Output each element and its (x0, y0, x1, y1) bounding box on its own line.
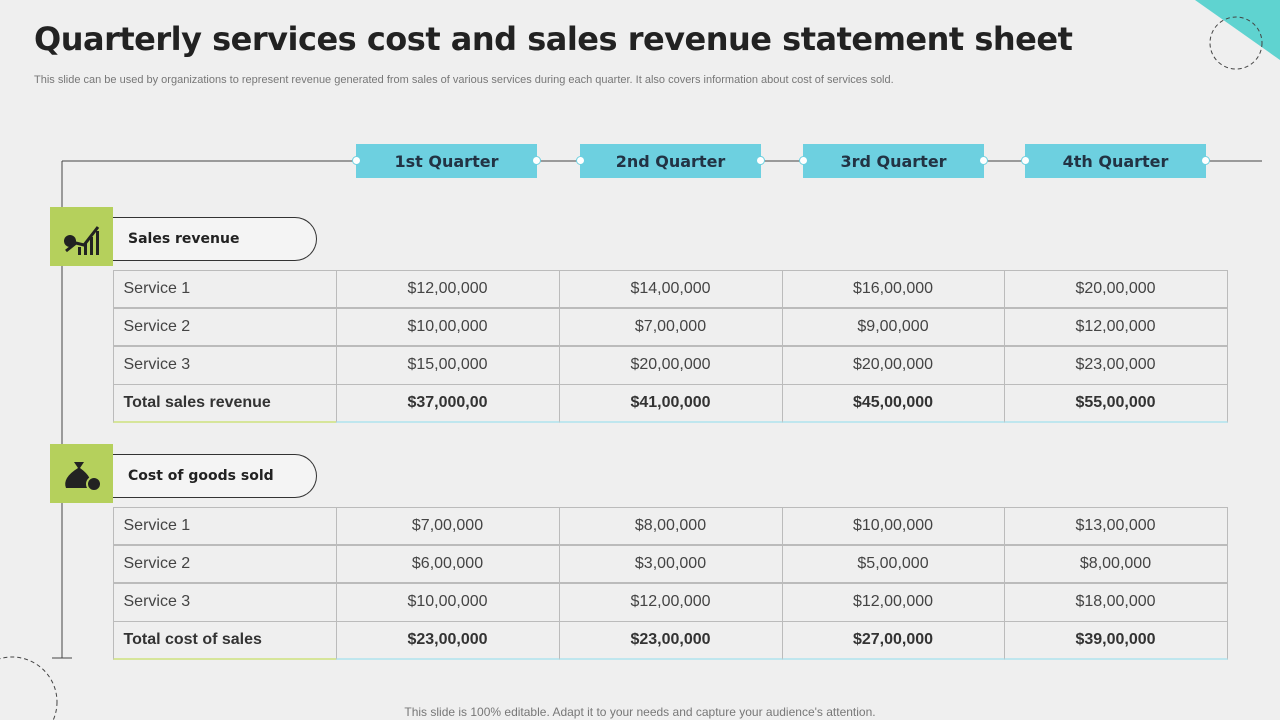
row-label: Service 1 (112, 269, 337, 308)
cell: $3,00,000 (558, 544, 783, 584)
cell: $8,00,000 (1003, 544, 1228, 584)
row-label: Total cost of sales (112, 621, 337, 660)
cell: $10,00,000 (335, 307, 560, 347)
cell: $5,00,000 (781, 544, 1005, 584)
row-label: Service 3 (112, 583, 337, 622)
cell: $12,00,000 (1003, 307, 1228, 347)
corner-shape (1195, 0, 1280, 60)
row-label: Service 3 (112, 346, 337, 385)
cell: $41,00,000 (558, 384, 783, 423)
dot (352, 156, 361, 165)
cell: $18,00,000 (1003, 583, 1228, 622)
title: Quarterly services cost and sales revenu… (34, 20, 1073, 58)
dashed-circle (1209, 16, 1263, 70)
dashed-circle (0, 656, 58, 720)
cell: $23,00,000 (1003, 346, 1228, 385)
cell: $20,00,000 (558, 346, 783, 385)
dot (576, 156, 585, 165)
cell: $7,00,000 (335, 506, 560, 545)
cell: $12,00,000 (558, 583, 783, 622)
cell: $20,00,000 (1003, 269, 1228, 308)
cell: $39,00,000 (1003, 621, 1228, 660)
cell: $27,00,000 (781, 621, 1005, 660)
icon (64, 461, 102, 492)
dot (756, 156, 765, 165)
cell: $12,00,000 (781, 583, 1005, 622)
cell: $10,00,000 (781, 506, 1005, 545)
quarter-header: 1st Quarter (356, 144, 537, 178)
cell: $37,000,00 (335, 384, 560, 423)
section-icon (50, 444, 113, 503)
quarter-header: 4th Quarter (1025, 144, 1206, 178)
cell: $8,00,000 (558, 506, 783, 545)
cell: $14,00,000 (558, 269, 783, 308)
dot (979, 156, 988, 165)
dot (1021, 156, 1030, 165)
cell: $45,00,000 (781, 384, 1005, 423)
dot (799, 156, 808, 165)
row-label: Service 2 (112, 307, 337, 347)
dot (532, 156, 541, 165)
cell: $9,00,000 (781, 307, 1005, 347)
cell: $15,00,000 (335, 346, 560, 385)
cell: $6,00,000 (335, 544, 560, 584)
cell: $16,00,000 (781, 269, 1005, 308)
dot (1201, 156, 1210, 165)
cell: $20,00,000 (781, 346, 1005, 385)
icon (63, 225, 99, 255)
cell: $12,00,000 (335, 269, 560, 308)
cell: $55,00,000 (1003, 384, 1228, 423)
section-title: Cost of goods sold (113, 454, 317, 498)
cell: $7,00,000 (558, 307, 783, 347)
section-icon (50, 207, 113, 266)
row-label: Total sales revenue (112, 384, 337, 423)
cell: $10,00,000 (335, 583, 560, 622)
cell: $23,00,000 (558, 621, 783, 660)
quarter-header: 2nd Quarter (580, 144, 761, 178)
cell: $23,00,000 (335, 621, 560, 660)
cell: $13,00,000 (1003, 506, 1228, 545)
row-label: Service 2 (112, 544, 337, 584)
quarter-header: 3rd Quarter (803, 144, 984, 178)
row-label: Service 1 (112, 506, 337, 545)
subtitle: This slide can be used by organizations … (34, 74, 894, 86)
section-title: Sales revenue (113, 217, 317, 261)
footer: This slide is 100% editable. Adapt it to… (404, 705, 876, 719)
